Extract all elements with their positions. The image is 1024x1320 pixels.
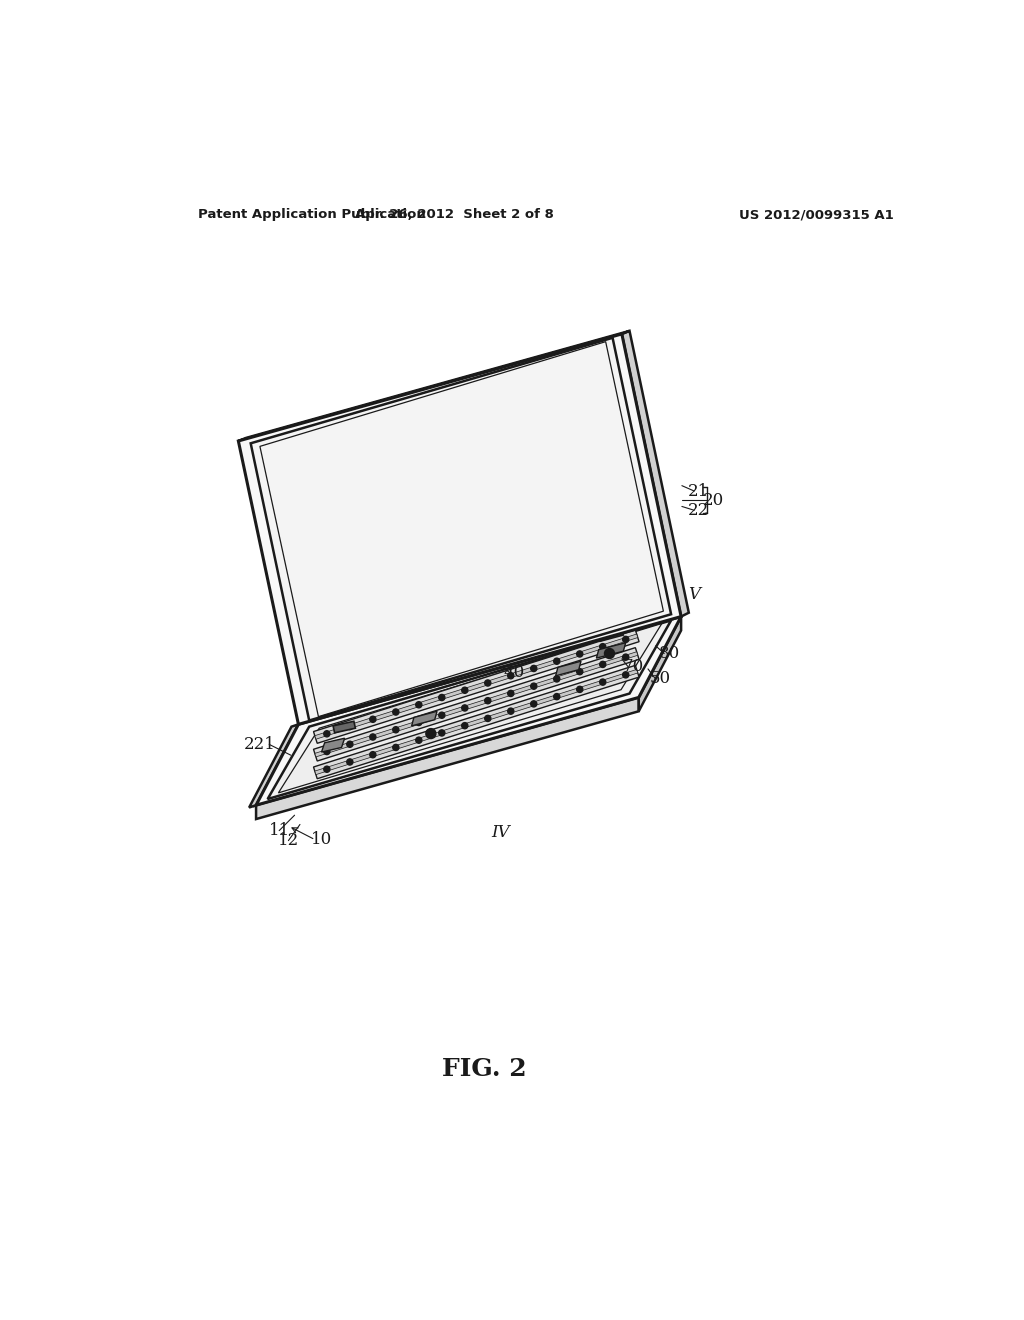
Circle shape xyxy=(438,713,444,718)
Circle shape xyxy=(370,751,376,758)
Circle shape xyxy=(462,688,468,693)
Circle shape xyxy=(462,722,468,729)
Circle shape xyxy=(393,709,399,715)
Text: FIG. 2: FIG. 2 xyxy=(442,1056,527,1081)
Polygon shape xyxy=(314,652,638,756)
Polygon shape xyxy=(599,628,624,642)
Circle shape xyxy=(554,676,560,682)
Circle shape xyxy=(530,684,537,689)
Circle shape xyxy=(484,680,490,686)
Circle shape xyxy=(324,731,330,737)
Circle shape xyxy=(370,734,376,741)
Polygon shape xyxy=(256,697,639,818)
Text: 80: 80 xyxy=(658,645,680,663)
Circle shape xyxy=(426,729,436,739)
Text: US 2012/0099315 A1: US 2012/0099315 A1 xyxy=(739,209,894,222)
Circle shape xyxy=(462,705,468,711)
Circle shape xyxy=(577,668,583,675)
Circle shape xyxy=(416,719,422,726)
Polygon shape xyxy=(313,648,639,762)
Circle shape xyxy=(623,636,629,643)
Circle shape xyxy=(577,651,583,657)
Polygon shape xyxy=(314,634,638,739)
Polygon shape xyxy=(239,331,630,441)
Polygon shape xyxy=(267,620,671,799)
Text: 50: 50 xyxy=(650,669,671,686)
Polygon shape xyxy=(556,661,581,676)
Circle shape xyxy=(438,730,444,737)
Circle shape xyxy=(508,708,514,714)
Polygon shape xyxy=(313,665,639,779)
Polygon shape xyxy=(251,338,671,721)
Circle shape xyxy=(484,715,490,722)
Circle shape xyxy=(604,648,614,659)
Polygon shape xyxy=(313,630,639,743)
Text: IV: IV xyxy=(490,825,510,841)
Polygon shape xyxy=(622,331,689,616)
Text: 221: 221 xyxy=(244,735,275,752)
Circle shape xyxy=(484,697,490,704)
Circle shape xyxy=(600,644,606,649)
Polygon shape xyxy=(333,721,355,733)
Polygon shape xyxy=(322,738,345,752)
Polygon shape xyxy=(249,725,298,808)
Circle shape xyxy=(347,723,353,730)
Polygon shape xyxy=(314,669,638,775)
Text: Patent Application Publication: Patent Application Publication xyxy=(199,209,426,222)
Circle shape xyxy=(530,665,537,672)
Circle shape xyxy=(600,661,606,668)
Circle shape xyxy=(324,766,330,772)
Circle shape xyxy=(554,659,560,664)
Text: 12: 12 xyxy=(278,832,299,849)
Text: V: V xyxy=(688,586,700,603)
Circle shape xyxy=(393,744,399,751)
Polygon shape xyxy=(412,711,437,726)
Polygon shape xyxy=(596,643,626,659)
Circle shape xyxy=(508,673,514,678)
Text: 21: 21 xyxy=(688,483,710,499)
Circle shape xyxy=(577,686,583,693)
Text: 222: 222 xyxy=(346,513,378,531)
Circle shape xyxy=(530,701,537,708)
Circle shape xyxy=(623,672,629,678)
Polygon shape xyxy=(279,623,662,793)
Circle shape xyxy=(324,748,330,755)
Text: 70: 70 xyxy=(623,659,644,675)
Polygon shape xyxy=(239,334,681,725)
Circle shape xyxy=(623,655,629,660)
Polygon shape xyxy=(639,616,681,711)
Polygon shape xyxy=(256,616,681,805)
Text: 11: 11 xyxy=(268,822,290,840)
Circle shape xyxy=(416,737,422,743)
Text: 22: 22 xyxy=(688,502,710,519)
Circle shape xyxy=(416,702,422,708)
Circle shape xyxy=(370,717,376,722)
Circle shape xyxy=(600,678,606,685)
Text: 30: 30 xyxy=(612,550,634,568)
Text: 20: 20 xyxy=(702,492,724,508)
Circle shape xyxy=(347,742,353,747)
Circle shape xyxy=(393,726,399,733)
Circle shape xyxy=(508,690,514,697)
Text: Apr. 26, 2012  Sheet 2 of 8: Apr. 26, 2012 Sheet 2 of 8 xyxy=(354,209,553,222)
Text: 40: 40 xyxy=(504,664,524,681)
Text: 10: 10 xyxy=(311,832,332,849)
Circle shape xyxy=(347,759,353,766)
Circle shape xyxy=(438,694,444,701)
Circle shape xyxy=(554,693,560,700)
